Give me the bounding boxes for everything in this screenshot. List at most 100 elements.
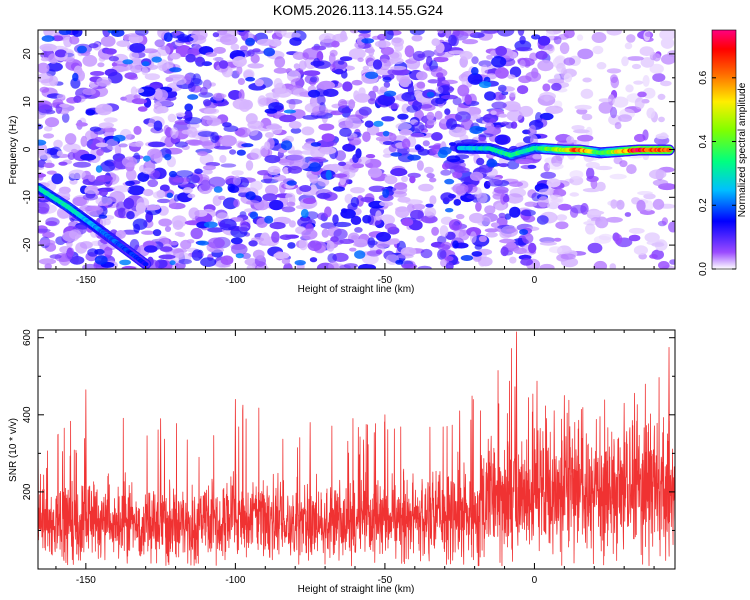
spectrogram-noise-blob <box>323 88 339 97</box>
spectrogram-noise-blob <box>113 134 126 142</box>
spectrogram-noise-blob <box>169 67 182 73</box>
spectrogram-noise-blob <box>100 35 116 47</box>
spectrogram-noise-blob <box>287 242 296 249</box>
spectrogram-noise-blob <box>174 231 184 237</box>
spectrogram-noise-blob <box>245 191 256 200</box>
spectrogram-noise-blob <box>658 116 665 123</box>
spectrogram-noise-blob <box>434 110 443 120</box>
spectrogram-noise-blob <box>440 169 452 176</box>
spectrogram-noise-blob <box>73 95 82 104</box>
spectrogram-noise-blob <box>473 113 481 120</box>
spectrogram-noise-blob <box>535 112 543 124</box>
spectrogram-noise-blob <box>452 97 462 106</box>
spectrogram-noise-blob <box>77 45 87 54</box>
spectrogram-noise-blob <box>384 175 398 185</box>
spectrogram-noise-blob <box>338 161 347 166</box>
spectrogram-noise-blob <box>317 177 330 187</box>
spectrogram-noise-blob <box>427 79 439 84</box>
x-tick-label: -50 <box>378 575 393 586</box>
spectrogram-noise-blob <box>44 263 52 269</box>
spectrogram-noise-blob <box>407 154 421 161</box>
spectrogram-noise-blob <box>618 114 632 122</box>
spectrogram-noise-blob <box>156 105 169 114</box>
spectrogram-noise-blob <box>624 42 633 50</box>
spectrogram-noise-blob <box>190 227 203 240</box>
spectrogram-noise-blob <box>339 238 355 244</box>
spectrogram-noise-blob <box>436 30 444 34</box>
spectrogram-noise-blob <box>38 258 57 265</box>
spectrogram-noise-blob <box>208 176 226 188</box>
spectrogram-noise-blob <box>384 90 397 97</box>
spectrogram-noise-blob <box>529 124 536 134</box>
spectrogram-noise-blob <box>657 93 666 100</box>
spectrogram-noise-blob <box>333 221 352 228</box>
spectrogram-noise-blob <box>390 168 408 177</box>
spectrogram-noise-blob <box>119 259 131 266</box>
spectrogram-noise-blob <box>560 253 576 260</box>
spectrogram-noise-blob <box>341 208 348 213</box>
spectrogram-noise-blob <box>100 161 116 172</box>
spectrogram-noise-blob <box>91 240 104 246</box>
colorbar-tick-label: 0.0 <box>698 262 709 276</box>
spectrogram-noise-blob <box>476 157 485 166</box>
spectrogram-noise-blob <box>616 199 625 210</box>
spectrogram-noise-blob <box>38 139 47 146</box>
spectrogram-noise-blob <box>634 97 645 110</box>
spectrogram-noise-blob <box>498 113 508 118</box>
snr-y-axis: 200 400 600 <box>22 329 675 531</box>
spectrogram-noise-blob <box>571 125 585 131</box>
spectrogram-noise-blob <box>626 164 637 175</box>
spectrogram-noise-blob <box>437 249 447 260</box>
spectrogram-noise-blob <box>135 140 144 148</box>
spectrogram-noise-blob <box>52 35 64 42</box>
spectrogram-noise-blob <box>235 253 244 259</box>
spectrogram-noise-blob <box>105 138 119 151</box>
spectrogram-noise-blob <box>64 50 76 63</box>
spectrogram-noise-blob <box>426 91 435 98</box>
spectrogram-noise-blob <box>341 70 348 79</box>
spectrogram-noise-blob <box>174 141 188 148</box>
spectrogram-noise-blob <box>517 85 529 95</box>
x-tick-label: 0 <box>532 275 538 286</box>
spectrogram-noise-blob <box>96 175 113 182</box>
spectrogram-noise-blob <box>417 265 432 269</box>
spectrogram-noise-blob <box>321 133 335 142</box>
spectrogram-noise-blob <box>39 43 57 52</box>
spectrogram-noise-blob <box>72 196 87 207</box>
spectrogram-noise-blob <box>566 136 575 144</box>
spectrogram-noise-blob <box>147 141 166 148</box>
spectrogram-noise-blob <box>197 240 209 246</box>
spectrogram-noise-blob <box>200 179 211 191</box>
spectrogram-noise-blob <box>185 139 203 145</box>
snr-panel: -150 -100 -50 0 200 400 600 Height of straigh… <box>8 329 676 595</box>
spectrogram-noise-blob <box>94 255 108 265</box>
spectrogram-noise-blob <box>286 98 303 105</box>
spectrogram-noise-blob <box>72 30 83 37</box>
spectrogram-noise-blob <box>330 236 339 243</box>
spectrogram-noise-blob <box>267 165 281 176</box>
spectrogram-noise-blob <box>633 245 649 256</box>
spectrogram-noise-blob <box>301 228 318 240</box>
spectrogram-noise-blob <box>229 149 237 155</box>
spectrogram-noise-blob <box>282 167 289 175</box>
spectrogram-noise-blob <box>407 83 414 96</box>
spectrogram-noise-blob <box>491 101 507 110</box>
spectrogram-noise-blob <box>168 74 185 79</box>
spectrogram-noise-blob <box>332 214 339 225</box>
spectrogram-noise-blob <box>169 248 188 254</box>
spectrogram-noise-blob <box>349 247 357 252</box>
spectrogram-noise-blob <box>116 40 131 47</box>
spectrogram-noise-blob <box>506 109 523 122</box>
spectrogram-noise-blob <box>461 39 479 45</box>
spectrogram-noise-blob <box>173 194 180 202</box>
spectrogram-noise-blob <box>416 235 425 243</box>
spectrogram-noise-blob <box>537 60 554 72</box>
spectrogram-noise-blob <box>237 78 245 85</box>
spectrogram-noise-blob <box>515 47 533 52</box>
spectrogram-noise-blob <box>273 174 287 182</box>
spectrogram-noise-blob <box>59 103 70 108</box>
spectrogram-noise-blob <box>649 169 667 180</box>
spectrogram-noise-blob <box>236 65 243 75</box>
y-tick-label: 0 <box>22 146 33 152</box>
spectrogram-noise-blob <box>179 183 198 188</box>
